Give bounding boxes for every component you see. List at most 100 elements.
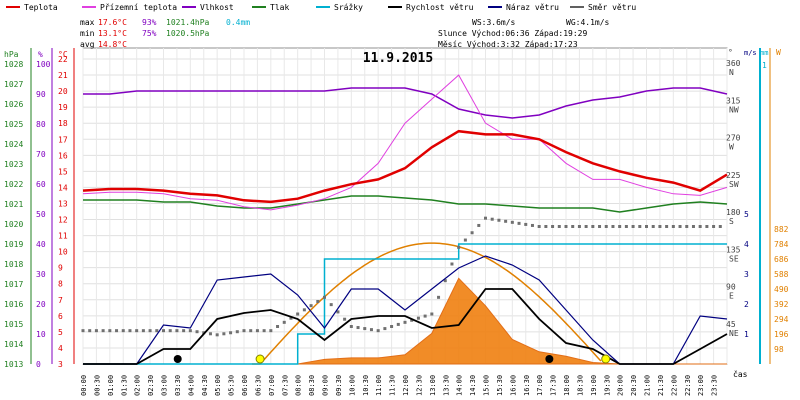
pressure-tick: 1016 bbox=[4, 300, 23, 309]
dir-tick-label: E bbox=[729, 292, 734, 301]
time-tick: 07:30 bbox=[281, 375, 289, 396]
time-tick: 04:00 bbox=[187, 375, 195, 396]
stat-max-label: max bbox=[80, 18, 95, 27]
wind-direction-point bbox=[296, 312, 300, 316]
stat-max-press: 1021.4hPa bbox=[166, 18, 210, 27]
solar-tick: 686 bbox=[774, 255, 789, 264]
wind-direction-point bbox=[624, 225, 628, 228]
wind-direction-point bbox=[658, 225, 662, 228]
time-tick: 22:00 bbox=[670, 375, 678, 396]
temp-tick: 19 bbox=[58, 103, 68, 112]
temp-tick: 10 bbox=[58, 248, 68, 257]
temp-tick: 22 bbox=[58, 55, 68, 64]
wind-direction-point bbox=[390, 325, 394, 328]
chart-title: 11.9.2015 bbox=[363, 51, 433, 66]
time-tick: 00:30 bbox=[93, 375, 101, 396]
pressure-tick: 1026 bbox=[4, 100, 23, 109]
wind-direction-point bbox=[289, 316, 293, 320]
pressure-tick: 1018 bbox=[4, 260, 23, 269]
wind-direction-point bbox=[416, 316, 420, 320]
wind-direction-point bbox=[363, 327, 367, 331]
unit-deg: ° bbox=[728, 48, 733, 57]
time-tick: 09:00 bbox=[322, 375, 330, 396]
wind-direction-point bbox=[115, 329, 119, 333]
wind-direction-point bbox=[195, 330, 199, 334]
legend-label: Vlhkost bbox=[200, 3, 234, 12]
wind-direction-point bbox=[504, 219, 508, 223]
time-tick: 01:30 bbox=[120, 375, 128, 396]
wind-direction-point bbox=[517, 221, 521, 225]
temp-tick: 11 bbox=[58, 232, 68, 241]
pressure-tick: 1013 bbox=[4, 360, 23, 369]
pressure-tick: 1019 bbox=[4, 240, 23, 249]
wind-direction-point bbox=[530, 223, 534, 227]
wind-speed-line bbox=[83, 288, 728, 365]
dir-tick-value: 90 bbox=[726, 283, 736, 292]
rain-line bbox=[83, 243, 727, 365]
wind-direction-point bbox=[128, 329, 132, 333]
time-tick: 22:30 bbox=[684, 375, 692, 396]
legend-label: Přízemní teplota bbox=[100, 3, 177, 12]
temp-tick: 3 bbox=[58, 360, 63, 369]
legend-label: Teplota bbox=[24, 3, 58, 12]
wind-tick: 2 bbox=[744, 300, 749, 309]
time-tick: 16:30 bbox=[523, 375, 531, 396]
ground-temp-line bbox=[82, 74, 728, 211]
temp-tick: 16 bbox=[58, 151, 68, 160]
time-tick: 17:00 bbox=[536, 375, 544, 396]
humidity-tick: 60 bbox=[36, 180, 46, 189]
wind-direction-point bbox=[316, 300, 320, 303]
sunset-marker bbox=[601, 354, 611, 364]
wind-direction-point bbox=[604, 225, 608, 228]
time-tick: 01:00 bbox=[107, 375, 115, 396]
wind-direction-point bbox=[94, 329, 98, 333]
dir-tick-label: W bbox=[729, 143, 734, 152]
legend-label: Směr větru bbox=[588, 3, 636, 12]
time-tick: 08:00 bbox=[295, 375, 303, 396]
stat-wg: WG:4.1m/s bbox=[566, 18, 610, 27]
pressure-tick: 1014 bbox=[4, 340, 23, 349]
wind-direction-point bbox=[309, 304, 313, 308]
time-tick: 11:00 bbox=[375, 375, 383, 396]
humidity-line bbox=[83, 87, 728, 119]
wind-direction-point bbox=[564, 225, 568, 228]
temp-tick: 4 bbox=[58, 344, 63, 353]
unit-hpa: hPa bbox=[4, 50, 19, 59]
temp-tick: 5 bbox=[58, 328, 63, 337]
moonset-marker bbox=[545, 355, 554, 363]
time-tick: 11:30 bbox=[389, 375, 397, 396]
wind-direction-point bbox=[336, 310, 340, 314]
stat-ws: WS:3.6m/s bbox=[472, 18, 516, 27]
humidity-tick: 40 bbox=[36, 240, 46, 249]
wind-direction-point bbox=[537, 225, 541, 228]
wind-direction-point bbox=[691, 225, 695, 228]
time-tick: 10:00 bbox=[348, 375, 356, 396]
legend-label: Rychlost větru bbox=[406, 3, 474, 12]
wind-direction-point bbox=[678, 225, 682, 228]
stat-min-press: 1020.5hPa bbox=[166, 29, 210, 38]
time-tick: 12:30 bbox=[415, 375, 423, 396]
humidity-tick: 30 bbox=[36, 270, 46, 279]
humidity-tick: 50 bbox=[36, 210, 46, 219]
legend-label: Náraz větru bbox=[506, 3, 559, 12]
wind-direction-point bbox=[369, 328, 373, 332]
stat-min-hum: 75% bbox=[142, 29, 157, 38]
legend-label: Srážky bbox=[334, 3, 363, 12]
humidity-tick: 10 bbox=[36, 330, 46, 339]
stat-max-temp: 17.6°C bbox=[98, 18, 127, 27]
wind-direction-point bbox=[510, 220, 514, 224]
temp-tick: 14 bbox=[58, 183, 68, 192]
dir-tick-value: 360 bbox=[726, 59, 741, 68]
dir-tick-label: SW bbox=[729, 180, 739, 189]
stat-min-label: min bbox=[80, 29, 95, 38]
stat-sun: Slunce Východ:06:36 Západ:19:29 bbox=[438, 29, 587, 38]
time-tick: 13:00 bbox=[429, 375, 437, 396]
wind-direction-point bbox=[108, 329, 112, 333]
wind-direction-point bbox=[712, 225, 716, 228]
wind-tick: 3 bbox=[744, 270, 749, 279]
wind-direction-point bbox=[618, 225, 622, 228]
humidity-tick: 100 bbox=[36, 60, 51, 69]
time-tick: 05:00 bbox=[214, 375, 222, 396]
wind-direction-point bbox=[651, 225, 655, 228]
solar-tick: 392 bbox=[774, 300, 789, 309]
